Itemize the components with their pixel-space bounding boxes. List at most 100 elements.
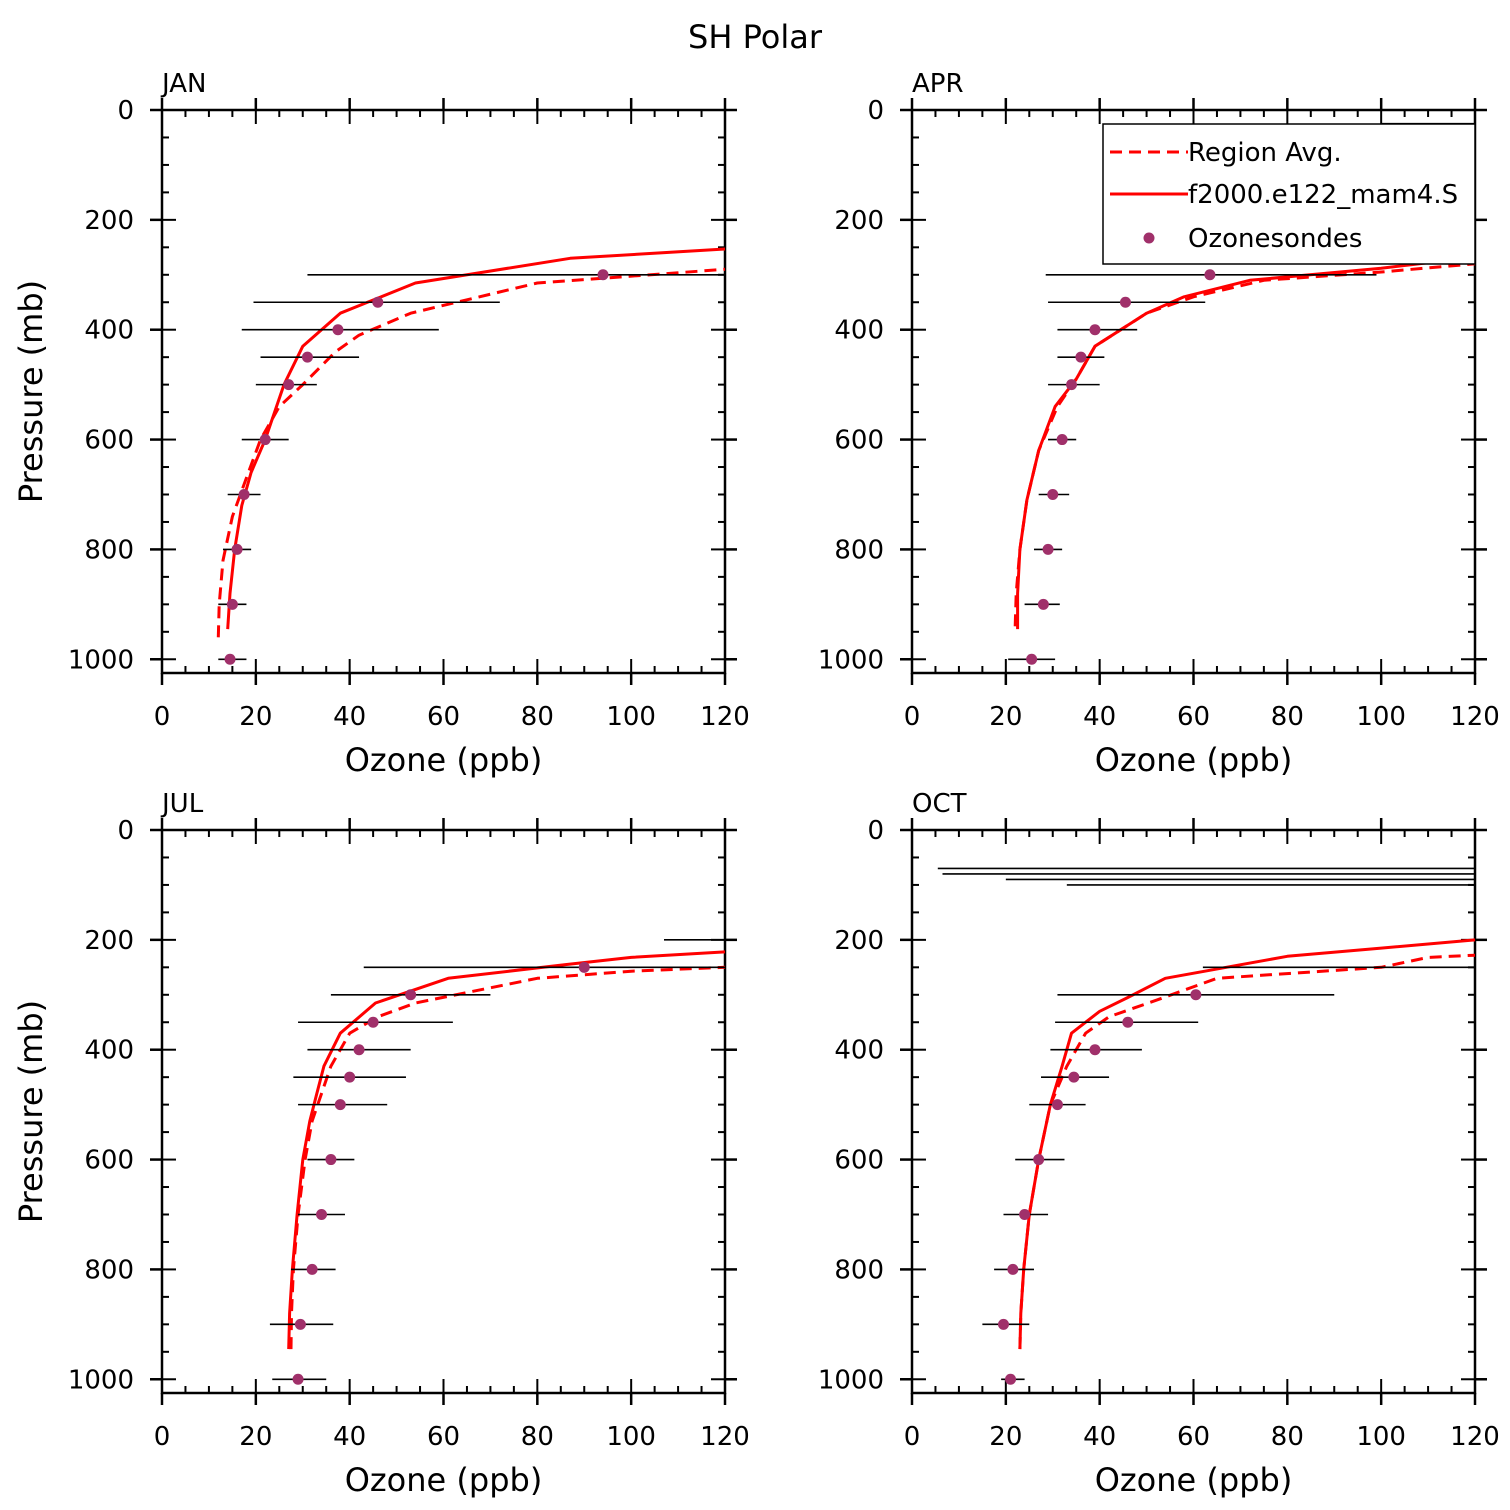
x-tick-label: 100 — [606, 1422, 656, 1452]
panel-oct: OCT 0 20 40 60 80 100 120 0 200 400 600 800 1000 Ozone… — [818, 789, 1500, 1499]
ozonesonde-point — [306, 1263, 318, 1275]
ozonesonde-point — [1047, 488, 1059, 500]
y-tick-label: 0 — [117, 96, 134, 126]
x-tick-label: 80 — [1271, 702, 1304, 732]
ozonesonde-point — [1033, 1154, 1045, 1166]
ozonesonde-point — [1007, 1263, 1019, 1275]
y-tick-label: 1000 — [68, 645, 134, 675]
ozonesonde-point — [231, 543, 243, 555]
y-tick-label: 1000 — [818, 645, 884, 675]
panel-jan: JAN 0 20 40 60 80 100 120 0 200 400 600 800 1000 Ozone… — [12, 69, 750, 779]
x-tick-label: 0 — [154, 702, 171, 732]
y-tick-label: 400 — [834, 316, 884, 346]
ozonesonde-point — [325, 1154, 337, 1166]
ozonesonde-point — [226, 598, 238, 610]
y-tick-label: 0 — [867, 816, 884, 846]
data-layer — [269, 939, 726, 1385]
ozonesonde-point — [353, 1044, 365, 1056]
ozonesonde-point — [1075, 351, 1087, 363]
y-tick-label: 200 — [834, 206, 884, 236]
y-axis-label: Pressure (mb) — [12, 280, 50, 503]
ozonesonde-point — [259, 434, 271, 446]
x-tick-label: 120 — [1450, 1422, 1500, 1452]
y-tick-label: 800 — [84, 1255, 134, 1285]
x-tick-label: 120 — [700, 702, 750, 732]
x-tick-label: 0 — [904, 702, 921, 732]
x-axis-label: Ozone (ppb) — [1095, 741, 1293, 779]
x-tick-label: 60 — [1177, 702, 1210, 732]
ozonesonde-point — [1190, 989, 1202, 1001]
ozonesonde-point — [997, 1318, 1009, 1330]
x-tick-label: 100 — [606, 702, 656, 732]
region-avg-line — [1018, 953, 1476, 1350]
y-tick-label: 0 — [867, 96, 884, 126]
model-line — [1016, 255, 1476, 630]
region-avg-line — [1013, 262, 1476, 627]
ozonesonde-point — [344, 1071, 356, 1083]
x-tick-label: 40 — [1083, 702, 1116, 732]
x-tick-label: 40 — [1083, 1422, 1116, 1452]
ozonesonde-point — [294, 1318, 306, 1330]
y-tick-label: 600 — [834, 1146, 884, 1176]
ozonesonde-point — [1089, 324, 1101, 336]
data-layer — [216, 247, 726, 665]
x-tick-label: 0 — [904, 1422, 921, 1452]
model-line — [1018, 938, 1476, 1350]
y-tick-label: 400 — [84, 1036, 134, 1066]
x-tick-label: 20 — [239, 1422, 272, 1452]
x-tick-label: 80 — [521, 702, 554, 732]
ozonesonde-point — [1056, 434, 1068, 446]
y-tick-label: 600 — [84, 1146, 134, 1176]
ozonesonde-point — [578, 961, 590, 973]
ozonesonde-point — [292, 1373, 304, 1385]
ozonesonde-point — [301, 351, 313, 363]
legend-label: Ozonesondes — [1188, 224, 1362, 254]
ozonesonde-point — [1204, 269, 1216, 281]
legend: Region Avg. f2000.e122_mam4.S Ozonesondes — [1102, 123, 1476, 265]
y-tick-label: 800 — [834, 535, 884, 565]
panel-jul: JUL 0 20 40 60 80 100 120 0 200 400 600 800 1000 Ozone… — [12, 789, 750, 1499]
y-tick-label: 400 — [84, 316, 134, 346]
ozonesonde-point — [1066, 379, 1078, 391]
x-tick-label: 40 — [333, 1422, 366, 1452]
y-tick-label: 200 — [834, 926, 884, 956]
panel-label: JAN — [160, 69, 206, 99]
legend-marker-swatch — [1143, 232, 1155, 244]
x-tick-label: 60 — [1177, 1422, 1210, 1452]
plot-frame — [160, 108, 727, 675]
ozonesonde-point — [372, 296, 384, 308]
region-avg-line — [289, 965, 726, 1350]
ozonesonde-point — [1089, 1044, 1101, 1056]
legend-label: Region Avg. — [1188, 138, 1342, 168]
x-tick-label: 20 — [989, 1422, 1022, 1452]
region-avg-line — [216, 267, 726, 638]
x-tick-label: 20 — [239, 702, 272, 732]
ozonesonde-point — [367, 1016, 379, 1028]
ozonesonde-point — [1005, 1373, 1017, 1385]
y-axis-label: Pressure (mb) — [12, 1000, 50, 1223]
y-tick-label: 400 — [834, 1036, 884, 1066]
ozonesonde-point — [224, 653, 236, 665]
panel-apr: APR 0 20 40 60 80 100 120 0 200 400 600 800 1000 Ozone… — [818, 69, 1500, 779]
y-tick-label: 1000 — [818, 1365, 884, 1395]
ozonesonde-point — [334, 1099, 346, 1111]
ozonesonde-point — [405, 989, 417, 1001]
model-line — [287, 950, 726, 1350]
y-tick-label: 800 — [84, 535, 134, 565]
plot-frame — [910, 828, 1477, 1395]
plot-frame — [160, 828, 727, 1395]
panel-label: OCT — [912, 789, 967, 819]
x-tick-label: 60 — [427, 702, 460, 732]
y-tick-label: 200 — [84, 926, 134, 956]
y-tick-label: 200 — [84, 206, 134, 236]
ozonesonde-point — [1122, 1016, 1134, 1028]
ozonesonde-point — [1042, 543, 1054, 555]
x-axis-label: Ozone (ppb) — [345, 1461, 543, 1499]
panel-label: JUL — [160, 789, 204, 819]
ozonesonde-point — [597, 269, 609, 281]
ozonesonde-point — [238, 488, 250, 500]
ozonesonde-point — [1051, 1099, 1063, 1111]
y-tick-label: 0 — [117, 816, 134, 846]
x-tick-label: 100 — [1356, 1422, 1406, 1452]
